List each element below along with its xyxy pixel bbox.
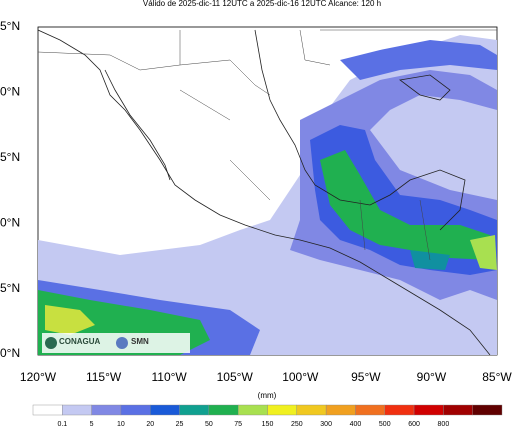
colorbar: 0.1 5 10 20 25 50 75 150 250 300 400 500 600 800 — [32, 404, 503, 428]
colorbar-swatch — [267, 404, 298, 416]
colorbar-swatch — [62, 404, 92, 416]
colorbar-swatch — [179, 404, 210, 416]
map: 5°N0°N5°N0°N5°N0°N 120°W 115°W 110°W 105°W 1… — [0, 19, 512, 384]
lon-label: 110°W — [152, 370, 188, 384]
lat-label: 0°N — [0, 215, 20, 229]
lon-label: 95°W — [351, 370, 381, 384]
colorbar-label: 0.1 — [57, 421, 67, 428]
colorbar-swatch — [472, 404, 503, 416]
lat-label: 5°N — [0, 19, 20, 33]
lon-label: 100°W — [282, 370, 319, 384]
colorbar-swatch — [91, 404, 122, 416]
colorbar-label: 400 — [350, 421, 362, 428]
colorbar-swatch — [237, 404, 268, 416]
colorbar-swatch — [120, 404, 151, 416]
colorbar-label: 5 — [90, 421, 94, 428]
coastlines — [38, 29, 497, 355]
colorbar-label: 500 — [379, 421, 391, 428]
lat-label: 0°N — [0, 85, 20, 99]
colorbar-swatch — [150, 404, 180, 416]
colorbar-swatch — [296, 404, 327, 416]
colorbar-swatch — [384, 404, 415, 416]
legend-unit: (mm) — [258, 391, 277, 400]
lon-labels: 120°W 115°W 110°W 105°W 100°W 95°W 90°W 85°W — [20, 370, 512, 384]
colorbar-label: 25 — [176, 421, 184, 428]
title: Válido de 2025-dic-11 12UTC a 2025-dic-1… — [143, 0, 381, 8]
lon-label: 85°W — [482, 370, 512, 384]
colorbar-label: 20 — [146, 421, 154, 428]
colorbar-label: 300 — [320, 421, 332, 428]
logos: CONAGUA SMN — [42, 333, 190, 353]
colorbar-swatch — [32, 404, 63, 416]
lon-label: 115°W — [86, 370, 122, 384]
colorbar-label: 75 — [234, 421, 242, 428]
logo-icon — [45, 337, 57, 349]
logo-text: SMN — [131, 337, 149, 346]
colorbar-swatch — [443, 404, 473, 416]
colorbar-swatch — [413, 404, 444, 416]
colorbar-label: 250 — [291, 421, 303, 428]
colorbar-label: 800 — [438, 421, 450, 428]
colorbar-label: 150 — [262, 421, 274, 428]
lon-label: 120°W — [20, 370, 57, 384]
lat-label: 5°N — [0, 281, 20, 295]
colorbar-label: 600 — [408, 421, 420, 428]
logo-text: CONAGUA — [59, 337, 101, 346]
lat-label: 5°N — [0, 150, 20, 164]
lon-label: 105°W — [217, 370, 254, 384]
lat-label: 0°N — [0, 346, 20, 360]
logo-icon — [116, 337, 128, 349]
lat-labels: 5°N 0°N 5°N 0°N 5°N 0°N — [0, 19, 20, 360]
colorbar-swatch — [355, 404, 385, 416]
colorbar-label: 10 — [117, 421, 125, 428]
colorbar-swatch — [325, 404, 356, 416]
colorbar-label: 50 — [205, 421, 213, 428]
lon-label: 90°W — [417, 370, 447, 384]
colorbar-swatch — [208, 404, 239, 416]
